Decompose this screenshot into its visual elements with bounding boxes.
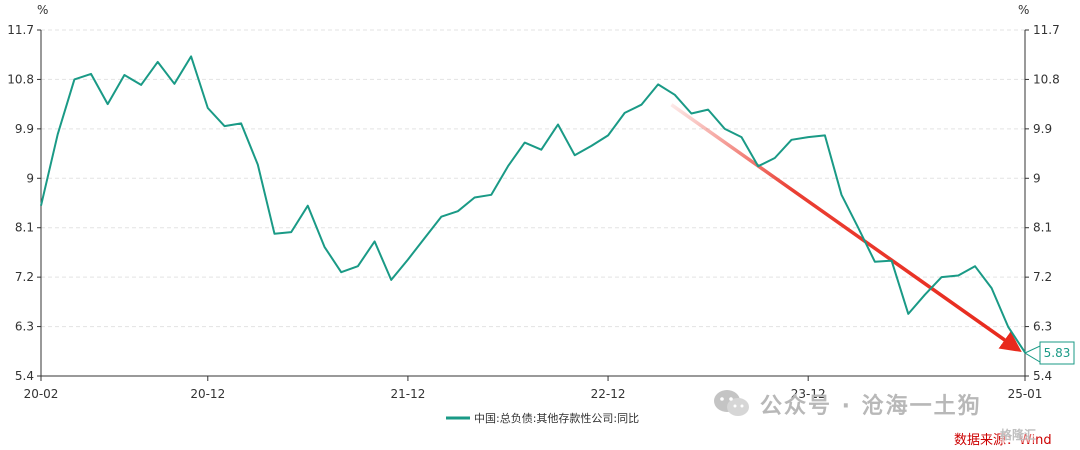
legend-label: 中国:总负债:其他存款性公司:同比 xyxy=(474,411,639,425)
series-group xyxy=(40,55,1026,353)
legend: 中国:总负债:其他存款性公司:同比 xyxy=(446,411,639,425)
last-value-box xyxy=(1039,341,1075,365)
y-tick-label-right: 5.4 xyxy=(1033,369,1052,383)
grid-lines xyxy=(41,29,1025,328)
y-tick-label-left: 5.4 xyxy=(15,369,34,383)
wechat-icon xyxy=(712,388,752,420)
y-tick-label-right: 6.3 xyxy=(1033,320,1052,334)
y-tick-label-left: 9.9 xyxy=(15,122,34,136)
y-tick-label-left: 11.7 xyxy=(7,23,34,37)
y-tick-label-right: 11.7 xyxy=(1033,23,1060,37)
axes xyxy=(40,30,1026,377)
corner-logo: 格隆汇 xyxy=(1000,426,1037,443)
x-tick-label: 23-12 xyxy=(791,387,826,401)
y-unit-left: % xyxy=(37,3,48,17)
y-tick-label-left: 9 xyxy=(26,171,34,185)
trend-arrow-line xyxy=(670,103,1022,353)
trend-arrow xyxy=(670,103,1022,353)
x-tick-label: 22-12 xyxy=(591,387,626,401)
watermark: 公众号 · 沧海一土狗 xyxy=(712,388,982,420)
last-value-callout: 5.83 xyxy=(1023,341,1075,365)
x-tick-label: 21-12 xyxy=(390,387,425,401)
y-tick-label-right: 8.1 xyxy=(1033,221,1052,235)
last-value-text: 5.83 xyxy=(1044,346,1071,360)
y-tick-label-left: 8.1 xyxy=(15,221,34,235)
y-tick-label-left: 10.8 xyxy=(7,72,34,86)
y-tick-label-right: 10.8 xyxy=(1033,72,1060,86)
x-tick-label: 20-02 xyxy=(24,387,59,401)
y-tick-label-right: 9.9 xyxy=(1033,122,1052,136)
y-unit-right: % xyxy=(1018,3,1029,17)
x-axis: 20-02 20-12 21-12 22-12 23-12 25-01 xyxy=(24,376,1043,401)
last-value-pointer xyxy=(1023,345,1041,363)
y-axis-left: 5.4 6.3 7.2 8.1 9 9.9 10.8 11.7 xyxy=(7,23,41,383)
watermark-text: 公众号 · 沧海一土狗 xyxy=(760,394,982,419)
series-line xyxy=(40,55,1026,353)
y-axis-right: 5.4 6.3 7.2 8.1 9 9.9 10.8 11.7 xyxy=(1025,23,1060,383)
x-tick-label: 25-01 xyxy=(1008,387,1043,401)
y-tick-label-left: 6.3 xyxy=(15,320,34,334)
y-tick-label-right: 9 xyxy=(1033,171,1041,185)
y-tick-label-left: 7.2 xyxy=(15,270,34,284)
x-tick-label: 20-12 xyxy=(190,387,225,401)
source-note: 数据来源：Wind xyxy=(954,433,1052,448)
y-tick-label-right: 7.2 xyxy=(1033,270,1052,284)
